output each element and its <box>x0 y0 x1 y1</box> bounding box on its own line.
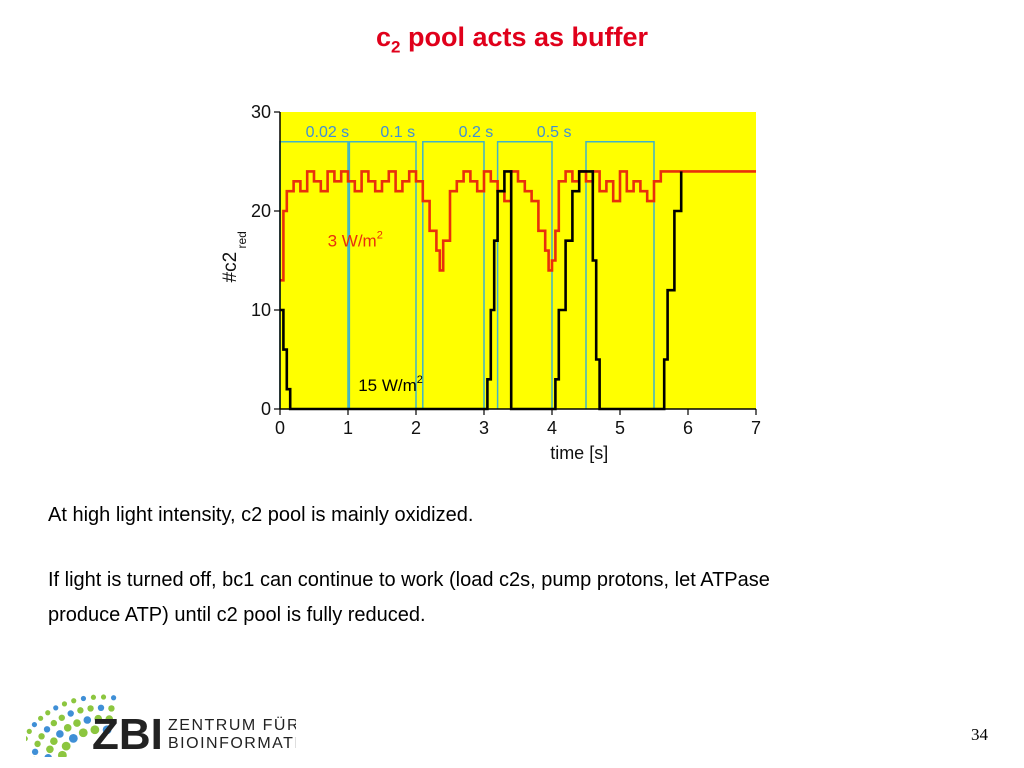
logo-dot <box>78 728 88 738</box>
logo-dot <box>43 726 51 733</box>
logo-dot <box>68 733 78 743</box>
logo-dot <box>31 721 38 728</box>
logo-dot <box>38 733 45 740</box>
slide-body: At high light intensity, c2 pool is main… <box>48 498 998 633</box>
y-tick-label: 10 <box>251 300 271 320</box>
logo-dot <box>87 705 94 712</box>
logo-dot <box>77 707 84 714</box>
page-number: 34 <box>971 725 988 744</box>
logo-dot <box>50 719 58 727</box>
title-subscript: 2 <box>391 37 401 57</box>
y-tick-label: 0 <box>261 399 271 419</box>
logo-dots-icon <box>26 694 117 757</box>
logo-dot <box>44 754 52 757</box>
logo-dot <box>94 714 103 723</box>
logo-dot <box>53 705 59 711</box>
logo-dot <box>50 737 58 746</box>
annotation-1-superscript: 2 <box>417 374 423 386</box>
logo-dot <box>26 736 28 742</box>
x-tick-label: 0 <box>275 418 285 438</box>
logo-dot <box>38 715 44 721</box>
logo-dot <box>102 725 112 735</box>
logo-dot <box>73 719 81 727</box>
pulse-label-2: 0.2 s <box>459 124 494 141</box>
logo-line-1: ZENTRUM FÜR <box>168 716 296 734</box>
c2-pool-chart: 0.02 s 0.1 s 0.2 s 0.5 s 0 1 2 3 4 5 6 7 0 10 20 30 tim… <box>220 102 761 463</box>
x-tick-label: 6 <box>683 418 693 438</box>
y-tick-label: 20 <box>251 201 271 221</box>
logo-dot <box>58 714 65 721</box>
logo-dot <box>71 698 77 704</box>
light-pulse-1 <box>348 140 417 409</box>
paragraph-1: At high light intensity, c2 pool is main… <box>48 504 474 526</box>
logo-dot <box>26 728 32 734</box>
pulse-label-1: 0.1 s <box>380 124 415 141</box>
logo-dot <box>45 710 51 716</box>
paragraph-2-line-1: If light is turned off, bc1 can continue… <box>48 569 770 591</box>
annotation-1: 15 W/m2 <box>358 374 423 395</box>
slide-title: c2 pool acts as buffer <box>0 22 1024 57</box>
logo-dot <box>83 716 92 724</box>
y-axis-label: #c2 <box>220 252 241 283</box>
logo-dot <box>105 715 114 723</box>
logo-dot <box>110 695 117 701</box>
y-tick-label: 30 <box>251 102 271 122</box>
logo-dot <box>34 740 41 748</box>
logo-word: ZBI <box>92 710 163 757</box>
logo-dot <box>100 694 107 700</box>
paragraph-2-line-2: produce ATP) until c2 pool is fully redu… <box>48 604 426 626</box>
light-pulses: 0.02 s 0.1 s 0.2 s 0.5 s <box>279 124 655 409</box>
x-tick-label: 2 <box>411 418 421 438</box>
x-tick-label: 5 <box>615 418 625 438</box>
logo-dot <box>90 694 97 700</box>
axes: 0 1 2 3 4 5 6 7 0 10 20 30 time [s] #c2 red <box>220 102 761 463</box>
logo-dot <box>97 704 105 711</box>
x-tick-label: 1 <box>343 418 353 438</box>
title-main: c <box>375 22 391 52</box>
logo-line-2: BIOINFORMATIK <box>168 735 296 752</box>
light-pulse-2 <box>422 140 485 409</box>
logo-dot <box>57 750 67 757</box>
series-line-0 <box>280 170 756 282</box>
logo-dot <box>56 730 64 738</box>
logo-dot <box>67 710 74 717</box>
logo-dot <box>46 745 54 754</box>
logo-dot <box>61 701 68 707</box>
logo-dot <box>80 695 87 702</box>
plot-background <box>280 112 756 409</box>
x-tick-label: 7 <box>751 418 761 438</box>
light-pulse-3 <box>496 140 553 409</box>
x-tick-label: 3 <box>479 418 489 438</box>
logo-dot <box>61 741 71 751</box>
logo-dot <box>31 748 39 756</box>
logo-dot <box>108 705 115 712</box>
light-pulse-4 <box>585 140 655 409</box>
annotation-0: 3 W/m2 <box>328 230 383 251</box>
x-tick-label: 4 <box>547 418 557 438</box>
x-axis-label: time [s] <box>550 443 608 463</box>
title-rest: pool acts as buffer <box>400 22 649 52</box>
zbi-logo: ZBI ZENTRUM FÜR BIOINFORMATIK <box>26 694 296 757</box>
pulse-label-0: 0.02 s <box>306 124 350 141</box>
annotations: 3 W/m2 15 W/m2 <box>328 230 423 396</box>
y-axis-label-subscript: red <box>235 231 249 248</box>
annotation-0-superscript: 2 <box>377 230 383 242</box>
logo-dot <box>63 724 72 732</box>
logo-dot <box>90 725 100 735</box>
pulse-label-3: 0.5 s <box>537 124 572 141</box>
